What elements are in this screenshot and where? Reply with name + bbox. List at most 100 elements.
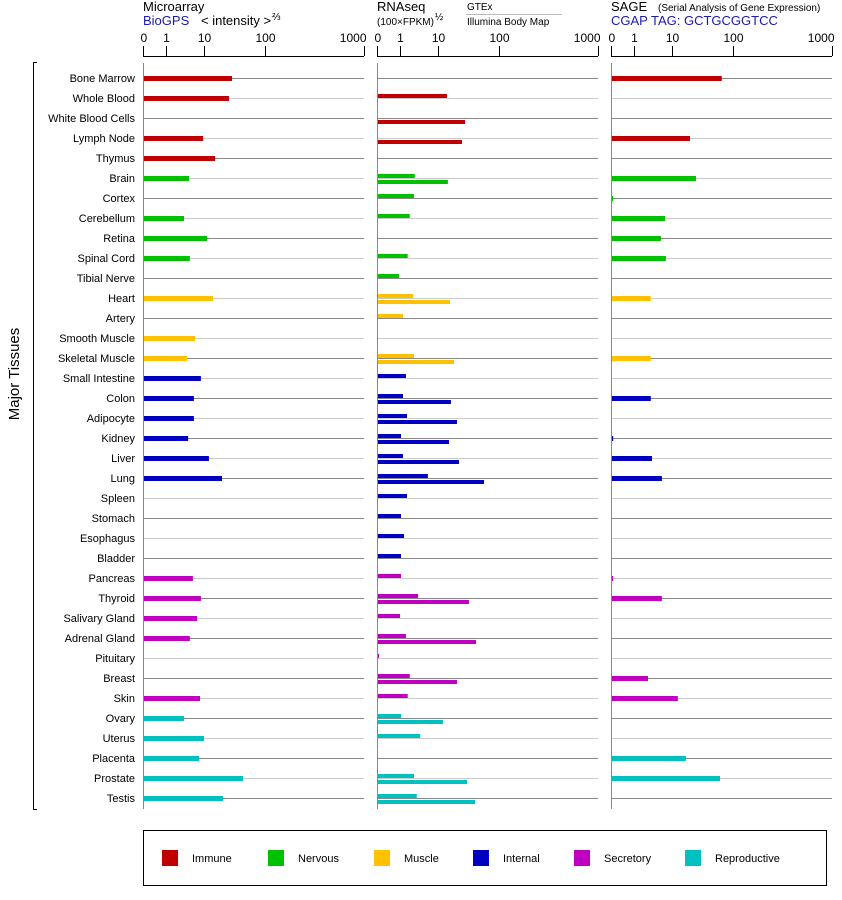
rnaseq-bar-gtex	[378, 494, 408, 498]
gtex-link[interactable]: GTEx	[467, 2, 493, 13]
tissue-labels: Bone Marrow Whole Blood White Blood Cells L…	[48, 73, 136, 805]
x-tick-label: 0	[609, 31, 616, 45]
microarray-bar-biogps	[144, 216, 184, 221]
tissue-label: Adrenal Gland	[65, 633, 135, 645]
microarray-bar-biogps	[144, 176, 190, 181]
tissue-label: Thyroid	[98, 593, 135, 605]
x-tick-label: 1000	[808, 31, 835, 45]
microarray-bar-biogps	[144, 796, 223, 801]
tissue-label: Placenta	[92, 753, 136, 765]
microarray-bar-biogps	[144, 76, 232, 81]
legend-label-secretory: Secretory	[604, 853, 652, 865]
tissue-label: Spleen	[101, 493, 135, 505]
rnaseq-bar-illumina-body-map	[378, 140, 462, 144]
gridlines	[143, 63, 832, 809]
legend-swatch-muscle	[374, 850, 390, 866]
rnaseq-bar-gtex	[378, 734, 421, 738]
microarray-bar-biogps	[144, 436, 189, 441]
sage-bar-cgap	[612, 776, 721, 781]
legend-swatch-nervous	[268, 850, 284, 866]
biogps-link[interactable]: BioGPS	[143, 13, 190, 28]
axes: 0 1 10 100 1000 0 1 10 100 1000 0 1 10 100 1000	[141, 31, 835, 57]
rnaseq-header: RNAseq (100×FPKM)½ GTEx Illumina Body Ma…	[377, 0, 562, 28]
sage-bar-cgap	[612, 136, 691, 141]
x-tick-label: 1	[397, 31, 404, 45]
microarray-title: Microarray	[143, 0, 205, 14]
microarray-bar-biogps	[144, 636, 190, 641]
rnaseq-bar-gtex	[378, 314, 404, 318]
sage-bar-cgap	[612, 596, 662, 601]
rnaseq-bar-gtex	[378, 434, 401, 438]
sage-bar-cgap	[612, 676, 649, 681]
sage-bar-cgap	[612, 356, 651, 361]
tissue-label: Kidney	[101, 433, 135, 445]
sage-title: SAGE	[611, 0, 647, 14]
x-tick-label: 1000	[574, 31, 601, 45]
rnaseq-bar-illumina-body-map	[378, 180, 448, 184]
rnaseq-bar-illumina-body-map	[378, 420, 457, 424]
rnaseq-bar-gtex	[378, 554, 401, 558]
legend-swatch-secretory	[574, 850, 590, 866]
rnaseq-bar-illumina-body-map	[378, 720, 443, 724]
tissue-label: Small Intestine	[63, 373, 135, 385]
legend-label-nervous: Nervous	[298, 853, 339, 865]
rnaseq-bar-gtex	[378, 534, 405, 538]
tissue-label: Smooth Muscle	[59, 333, 135, 345]
sage-bar-cgap	[612, 456, 652, 461]
rnaseq-bar-gtex	[378, 174, 415, 178]
sage-bar-cgap	[612, 476, 662, 481]
microarray-bar-biogps	[144, 476, 223, 481]
microarray-bar-biogps	[144, 696, 201, 701]
microarray-bar-biogps	[144, 736, 204, 741]
tissue-label: Pancreas	[89, 573, 136, 585]
tissue-label: Skin	[114, 693, 135, 705]
rnaseq-bar-illumina-body-map	[378, 120, 466, 124]
rnaseq-units: (100×FPKM)	[377, 17, 434, 28]
rnaseq-bar-gtex	[378, 454, 404, 458]
rnaseq-bar-gtex	[378, 94, 447, 98]
rnaseq-bar-gtex	[378, 254, 408, 258]
microarray-bar-biogps	[144, 416, 194, 421]
x-tick-label: 0	[141, 31, 148, 45]
microarray-bar-biogps	[144, 336, 196, 341]
tissue-label: Breast	[103, 673, 135, 685]
tissue-label: Tibial Nerve	[77, 273, 135, 285]
sage-bar-cgap	[612, 756, 686, 761]
tissue-label: Spinal Cord	[78, 253, 135, 265]
tissue-label: Ovary	[106, 713, 136, 725]
rnaseq-bar-gtex	[378, 474, 428, 478]
tissue-label: Uterus	[103, 733, 136, 745]
rnaseq-bar-gtex	[378, 394, 404, 398]
legend-swatch-reproductive	[685, 850, 701, 866]
x-tick-label: 100	[723, 31, 743, 45]
cgap-tag-link[interactable]: CGAP TAG: GCTGCGGTCC	[611, 13, 778, 28]
microarray-bar-biogps	[144, 136, 204, 141]
tissue-label: Lung	[111, 473, 135, 485]
microarray-bar-biogps	[144, 156, 216, 161]
rnaseq-bar-gtex	[378, 794, 417, 798]
microarray-units: < intensity >	[201, 13, 271, 28]
microarray-bar-biogps	[144, 596, 201, 601]
tissue-bracket	[33, 62, 37, 810]
rnaseq-bar-illumina-body-map	[378, 640, 476, 644]
tissue-label: Skeletal Muscle	[58, 353, 135, 365]
rnaseq-bar-gtex	[378, 774, 415, 778]
microarray-bar-biogps	[144, 96, 229, 101]
x-tick-label: 10	[198, 31, 212, 45]
rnaseq-bar-illumina-body-map	[378, 460, 460, 464]
microarray-bar-biogps	[144, 236, 208, 241]
tissue-label: Artery	[106, 313, 136, 325]
sage-bar-cgap	[612, 236, 661, 241]
legend: Immune Nervous Muscle Internal Secretory Repr…	[162, 850, 780, 866]
microarray-bar-biogps	[144, 576, 193, 581]
legend-swatch-internal	[473, 850, 489, 866]
microarray-bar-biogps	[144, 356, 188, 361]
tissue-label: Cerebellum	[79, 213, 135, 225]
tissue-label: Thymus	[96, 153, 136, 165]
legend-label-muscle: Muscle	[404, 853, 439, 865]
rnaseq-units-line: (100×FPKM)½	[377, 12, 444, 28]
sage-bar-cgap	[612, 76, 722, 81]
rnaseq-bar-illumina-body-map	[378, 600, 469, 604]
sage-bar-cgap	[612, 576, 614, 581]
